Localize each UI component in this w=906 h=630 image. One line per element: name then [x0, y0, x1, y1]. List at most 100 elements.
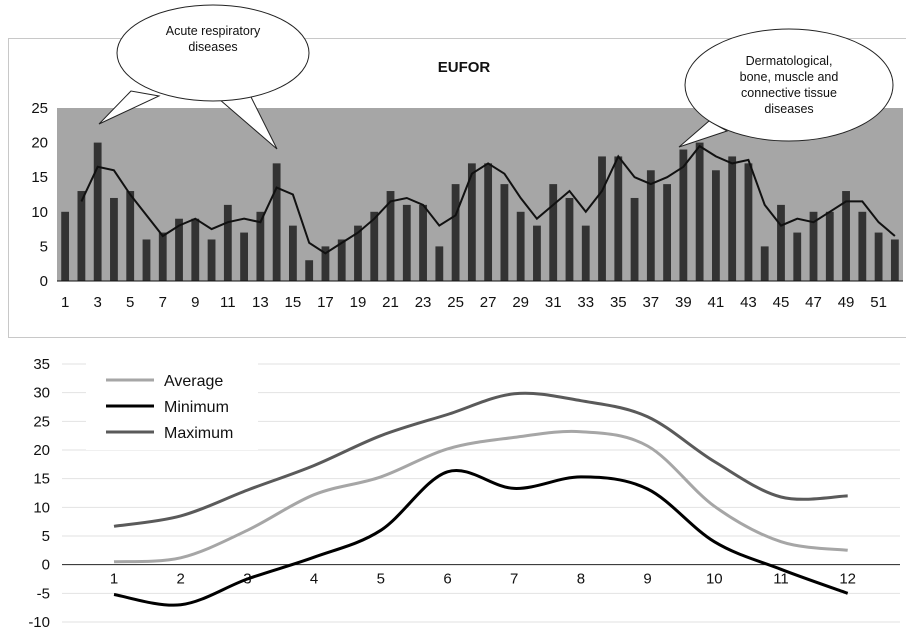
- legend-box: [86, 358, 258, 450]
- x-tick-label: 17: [317, 294, 334, 311]
- bar: [256, 211, 265, 281]
- bar: [288, 225, 297, 281]
- x-tick-label: 2: [177, 571, 185, 588]
- y-tick-label: 35: [33, 356, 50, 373]
- eufor-chart-panel: EUFOR 0 5 10 15 20 25 1 3 5 7 9 11 13 15 17 19 21 23 25 27…: [8, 4, 906, 338]
- bar: [93, 142, 102, 281]
- bar: [777, 204, 785, 281]
- bar: [565, 197, 574, 281]
- bar: [858, 211, 867, 281]
- bar: [467, 163, 476, 281]
- moving-average-line: [80, 144, 896, 255]
- x-tick-label: 29: [512, 294, 529, 311]
- callout-bubble: [684, 28, 894, 142]
- bar: [809, 211, 818, 281]
- bar: [549, 184, 558, 281]
- bar: [61, 211, 70, 281]
- bar: [663, 184, 672, 281]
- x-tick-label: 11: [773, 571, 789, 588]
- bar: [614, 156, 623, 281]
- x-tick-label: 8: [577, 571, 585, 588]
- callout-line: bone, muscle and: [740, 70, 839, 84]
- y-tick-label: 5: [40, 238, 48, 255]
- bar: [793, 232, 802, 281]
- y-tick-label: 0: [40, 273, 48, 290]
- bar: [175, 218, 183, 281]
- bar: [77, 191, 86, 281]
- bar: [598, 156, 606, 281]
- x-tick-label: 11: [220, 294, 236, 311]
- x-tick-label: 21: [382, 294, 399, 311]
- x-tick-label: 31: [545, 294, 562, 311]
- legend-label: Average: [164, 373, 223, 390]
- x-tick-label: 35: [610, 294, 627, 311]
- x-tick-label: 45: [773, 294, 790, 311]
- x-tick-label: 41: [708, 294, 725, 311]
- bar: [825, 211, 834, 281]
- x-tick-label: 5: [377, 571, 385, 588]
- x-tick-label: 1: [110, 571, 118, 588]
- bar: [110, 197, 118, 281]
- bar: [305, 260, 314, 281]
- bar: [760, 246, 769, 281]
- y-tick-label: -5: [37, 585, 50, 602]
- x-tick-label: 9: [191, 294, 199, 311]
- callout-line: connective tissue: [741, 86, 837, 100]
- y-tick-label: 25: [33, 413, 50, 430]
- bar: [890, 239, 899, 281]
- temperature-chart-panel: -10 -5 0 5 10 15 20 25 30 35 1 2 3 4 5 6 7 8 9 10 11 12 Aver…: [8, 346, 905, 630]
- bar: [142, 239, 151, 281]
- bar: [435, 246, 444, 281]
- chart-title: EUFOR: [438, 59, 491, 76]
- callout-bubble: [116, 4, 310, 102]
- y-tick-label: 0: [42, 557, 50, 574]
- bar: [354, 225, 362, 281]
- bar: [223, 204, 232, 281]
- x-tick-label: 12: [839, 571, 856, 588]
- callout-dermatological: Dermatological, bone, muscle and connect…: [678, 28, 894, 148]
- callout-line: diseases: [188, 40, 237, 54]
- bar: [630, 197, 639, 281]
- x-tick-label: 7: [510, 571, 518, 588]
- x-tick-label: 19: [350, 294, 367, 311]
- series-line-average: [113, 429, 848, 564]
- y-tick-label: 25: [31, 100, 48, 117]
- bar: [516, 211, 525, 281]
- bar: [695, 142, 704, 281]
- y-tick-label: -10: [28, 614, 50, 630]
- y-tick-label: 5: [42, 528, 50, 545]
- x-tick-label: 9: [643, 571, 651, 588]
- bar: [744, 163, 753, 281]
- bar: [581, 225, 590, 281]
- series-line-minimum: [113, 469, 849, 607]
- x-tick-label: 43: [740, 294, 757, 311]
- x-tick-label: 3: [94, 294, 102, 311]
- y-tick-label: 20: [31, 135, 48, 152]
- bar: [484, 163, 493, 281]
- bar: [500, 184, 509, 281]
- bar: [158, 232, 167, 281]
- x-tick-label: 23: [415, 294, 432, 311]
- y-tick-label: 15: [31, 169, 48, 186]
- x-tick-label: 5: [126, 294, 134, 311]
- bar: [842, 191, 850, 281]
- bar: [679, 149, 688, 281]
- legend-label: Minimum: [164, 399, 229, 416]
- x-tick-label: 49: [838, 294, 855, 311]
- x-tick-label: 4: [310, 571, 318, 588]
- y-tick-label: 10: [31, 204, 48, 221]
- bar: [874, 232, 883, 281]
- bar: [402, 204, 411, 281]
- callout-acute-respiratory: Acute respiratory diseases: [98, 4, 310, 150]
- x-tick-label: 13: [252, 294, 269, 311]
- callout-line: diseases: [764, 102, 813, 116]
- x-tick-label: 25: [447, 294, 464, 311]
- series-line-maximum: [113, 391, 848, 528]
- bar: [321, 246, 330, 281]
- bar: [419, 204, 427, 281]
- bar: [728, 156, 737, 281]
- bar: [337, 239, 346, 281]
- callout-line: Acute respiratory: [166, 24, 261, 38]
